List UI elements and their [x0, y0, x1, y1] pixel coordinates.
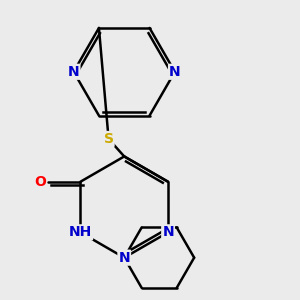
Text: N: N: [162, 225, 174, 239]
Text: NH: NH: [69, 225, 92, 239]
Text: O: O: [34, 175, 46, 189]
Text: N: N: [169, 65, 181, 79]
Text: N: N: [118, 251, 130, 265]
Text: N: N: [68, 65, 80, 79]
Text: S: S: [103, 132, 114, 146]
